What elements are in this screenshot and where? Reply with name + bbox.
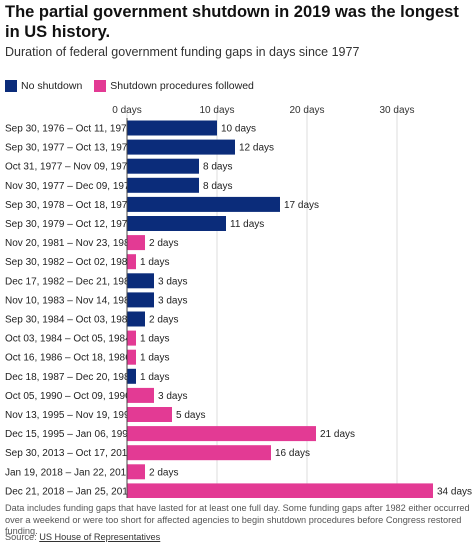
data-label: 2 days bbox=[149, 238, 178, 249]
data-label: 34 days bbox=[437, 486, 472, 497]
data-label: 12 days bbox=[239, 143, 274, 154]
category-label: Dec 15, 1995 – Jan 06, 1996 bbox=[5, 429, 134, 440]
bar bbox=[127, 445, 271, 461]
bar bbox=[127, 483, 433, 498]
data-label: 2 days bbox=[149, 467, 178, 478]
data-label: 17 days bbox=[284, 200, 319, 211]
data-label: 11 days bbox=[230, 219, 264, 230]
data-label: 3 days bbox=[158, 295, 187, 306]
source-label: Source: bbox=[5, 532, 37, 542]
bar bbox=[127, 330, 136, 346]
chart-subtitle: Duration of federal government funding g… bbox=[5, 45, 360, 59]
category-label: Dec 17, 1982 – Dec 21, 1982 bbox=[5, 276, 136, 287]
category-label: Dec 21, 2018 – Jan 25, 2019 bbox=[5, 486, 134, 497]
category-label: Nov 13, 1995 – Nov 19, 1995 bbox=[5, 410, 136, 421]
data-label: 21 days bbox=[320, 429, 355, 440]
bar bbox=[127, 273, 154, 289]
category-label: Sep 30, 1979 – Oct 12, 1979 bbox=[5, 219, 133, 230]
category-label: Sep 30, 1976 – Oct 11, 1976 bbox=[5, 124, 133, 135]
legend-label-no-shutdown: No shutdown bbox=[21, 80, 83, 92]
bar bbox=[127, 235, 145, 251]
category-label: Dec 18, 1987 – Dec 20, 1987 bbox=[5, 372, 136, 383]
source-line: Source: US House of Representatives bbox=[5, 532, 160, 542]
legend-label-shutdown: Shutdown procedures followed bbox=[110, 80, 254, 92]
category-label: Sep 30, 1977 – Oct 13, 1977 bbox=[5, 143, 133, 154]
footnote: Data includes funding gaps that have las… bbox=[5, 503, 470, 536]
data-label: 1 days bbox=[140, 257, 169, 268]
legend-item-shutdown: Shutdown procedures followed bbox=[94, 80, 254, 92]
legend-swatch-no-shutdown bbox=[5, 80, 17, 92]
legend-item-no-shutdown: No shutdown bbox=[5, 80, 82, 92]
data-label: 5 days bbox=[176, 410, 205, 421]
category-label: Nov 10, 1983 – Nov 14, 1983 bbox=[5, 295, 136, 306]
bar bbox=[127, 426, 316, 442]
legend: No shutdown Shutdown procedures followed bbox=[5, 80, 266, 92]
data-label: 3 days bbox=[158, 391, 187, 402]
category-label: Oct 03, 1984 – Oct 05, 1984 bbox=[5, 334, 131, 345]
data-label: 3 days bbox=[158, 276, 187, 287]
x-tick-label: 30 days bbox=[379, 105, 414, 116]
category-label: Oct 05, 1990 – Oct 09, 1990 bbox=[5, 391, 131, 402]
data-label: 2 days bbox=[149, 315, 178, 326]
bar bbox=[127, 177, 199, 193]
bar bbox=[127, 407, 172, 422]
category-label: Nov 20, 1981 – Nov 23, 1981 bbox=[5, 238, 136, 249]
bar bbox=[127, 120, 217, 136]
data-label: 1 days bbox=[140, 334, 169, 345]
bar bbox=[127, 139, 235, 155]
x-tick-label: 20 days bbox=[289, 105, 324, 116]
category-label: Oct 16, 1986 – Oct 18, 1986 bbox=[5, 353, 131, 364]
data-label: 1 days bbox=[140, 372, 169, 383]
data-label: 10 days bbox=[221, 124, 256, 135]
data-label: 8 days bbox=[203, 162, 232, 173]
bar bbox=[127, 292, 154, 308]
category-label: Oct 31, 1977 – Nov 09, 1977 bbox=[5, 162, 133, 173]
bar bbox=[127, 464, 145, 480]
source-link[interactable]: US House of Representatives bbox=[39, 532, 161, 542]
category-label: Sep 30, 1984 – Oct 03, 1984 bbox=[5, 315, 133, 326]
data-label: 1 days bbox=[140, 353, 169, 364]
bar bbox=[127, 254, 136, 270]
bar bbox=[127, 216, 226, 231]
category-label: Sep 30, 1982 – Oct 02, 1982 bbox=[5, 257, 133, 268]
category-label: Sep 30, 2013 – Oct 17, 2013 bbox=[5, 448, 133, 459]
bar bbox=[127, 311, 145, 327]
bar bbox=[127, 158, 199, 174]
x-tick-label: 0 days bbox=[112, 105, 141, 116]
data-label: 8 days bbox=[203, 181, 232, 192]
category-label: Jan 19, 2018 – Jan 22, 2018 bbox=[5, 467, 132, 478]
category-label: Nov 30, 1977 – Dec 09, 1977 bbox=[5, 181, 136, 192]
bar bbox=[127, 349, 136, 365]
bar bbox=[127, 387, 154, 403]
bar-chart: 0 days 10 days 20 days 30 days Sep 30, 1976 … bbox=[5, 105, 472, 498]
category-label: Sep 30, 1978 – Oct 18, 1978 bbox=[5, 200, 133, 211]
legend-swatch-shutdown bbox=[94, 80, 107, 92]
chart-title: The partial government shutdown in 2019 … bbox=[5, 3, 459, 41]
data-label: 16 days bbox=[275, 448, 310, 459]
x-tick-label: 10 days bbox=[199, 105, 234, 116]
bar bbox=[127, 368, 136, 384]
bar bbox=[127, 196, 280, 212]
